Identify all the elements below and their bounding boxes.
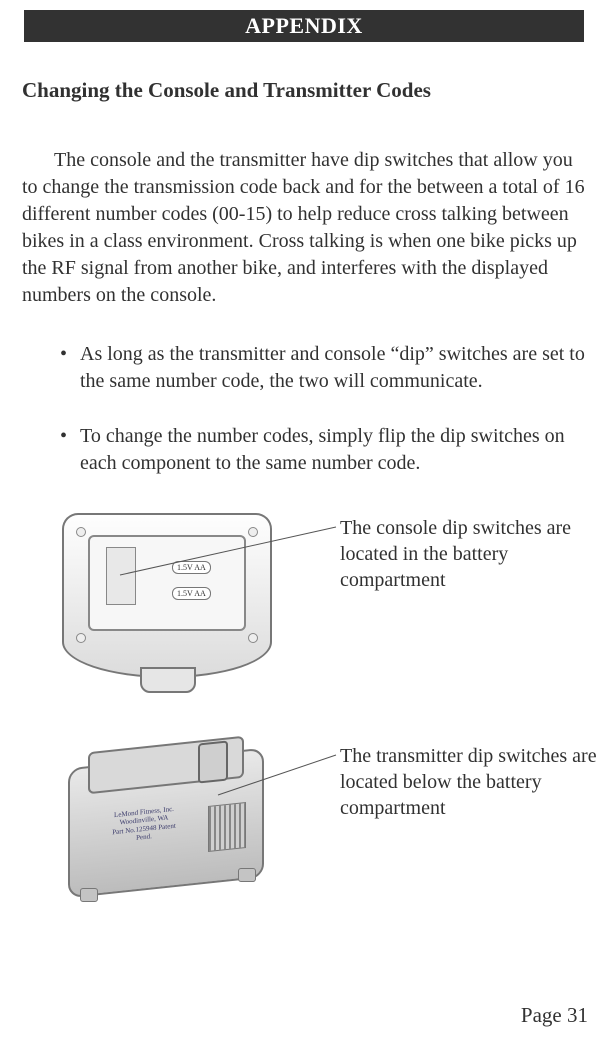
list-item: • To change the number codes, simply fli… <box>60 423 586 477</box>
bullet-text: As long as the transmitter and console “… <box>80 341 586 395</box>
bullet-text: To change the number codes, simply flip … <box>80 423 586 477</box>
section-title: Changing the Console and Transmitter Cod… <box>22 78 586 103</box>
page-content: Changing the Console and Transmitter Cod… <box>0 42 608 955</box>
appendix-header: APPENDIX <box>24 10 584 42</box>
bullet-icon: • <box>60 423 80 477</box>
console-callout: The console dip switches are located in … <box>340 515 600 593</box>
list-item: • As long as the transmitter and console… <box>60 341 586 395</box>
figures-region: 1.5V AA 1.5V AA LeMond Fitness, Inc. Woo… <box>22 505 586 955</box>
bullet-icon: • <box>60 341 80 395</box>
transmitter-callout: The transmitter dip switches are located… <box>340 743 600 821</box>
bullet-list: • As long as the transmitter and console… <box>22 341 586 477</box>
page-number: Page 31 <box>521 1003 588 1028</box>
intro-paragraph: The console and the transmitter have dip… <box>22 147 586 309</box>
